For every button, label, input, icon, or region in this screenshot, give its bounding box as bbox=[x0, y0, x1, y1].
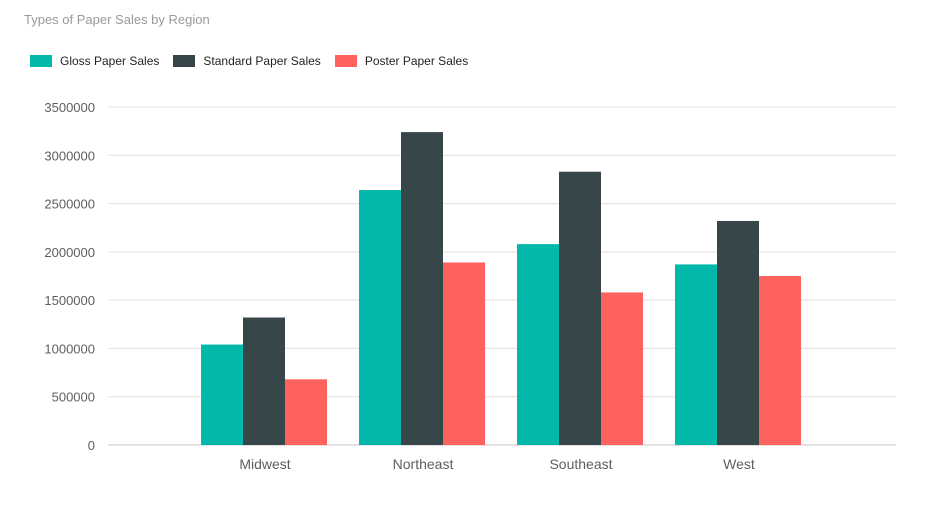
legend-item-poster[interactable]: Poster Paper Sales bbox=[334, 54, 469, 68]
bar bbox=[601, 292, 643, 445]
bar bbox=[359, 190, 401, 445]
x-category-label: Midwest bbox=[239, 456, 290, 472]
legend-label-poster: Poster Paper Sales bbox=[364, 54, 469, 68]
legend-swatch-gloss bbox=[30, 55, 52, 67]
legend-label-standard: Standard Paper Sales bbox=[203, 54, 321, 68]
legend: Gloss Paper Sales Standard Paper Sales P… bbox=[30, 54, 482, 68]
legend-swatch-standard bbox=[173, 55, 196, 67]
chart-title: Types of Paper Sales by Region bbox=[24, 12, 210, 27]
legend-label-gloss: Gloss Paper Sales bbox=[60, 54, 160, 68]
y-tick-label: 0 bbox=[88, 438, 95, 453]
x-category-label: West bbox=[723, 456, 755, 472]
x-category-label: Southeast bbox=[549, 456, 612, 472]
legend-swatch-poster bbox=[334, 55, 357, 67]
y-tick-label: 2000000 bbox=[44, 245, 95, 260]
legend-item-gloss[interactable]: Gloss Paper Sales bbox=[30, 54, 159, 68]
bar bbox=[285, 379, 327, 445]
y-tick-label: 1000000 bbox=[44, 341, 95, 356]
x-category-label: Northeast bbox=[393, 456, 454, 472]
bar bbox=[717, 220, 759, 445]
y-tick-label: 3000000 bbox=[44, 148, 95, 163]
bar bbox=[675, 264, 717, 445]
bar bbox=[401, 132, 443, 445]
bar bbox=[201, 344, 243, 445]
bar bbox=[517, 244, 559, 445]
bar bbox=[759, 276, 801, 445]
bar bbox=[443, 262, 485, 445]
y-tick-label: 3500000 bbox=[44, 100, 95, 115]
y-tick-label: 500000 bbox=[52, 390, 95, 405]
bar bbox=[243, 317, 285, 445]
y-tick-label: 2500000 bbox=[44, 197, 95, 212]
y-tick-label: 1500000 bbox=[44, 293, 95, 308]
bar bbox=[559, 171, 601, 445]
legend-item-standard[interactable]: Standard Paper Sales bbox=[173, 54, 321, 68]
